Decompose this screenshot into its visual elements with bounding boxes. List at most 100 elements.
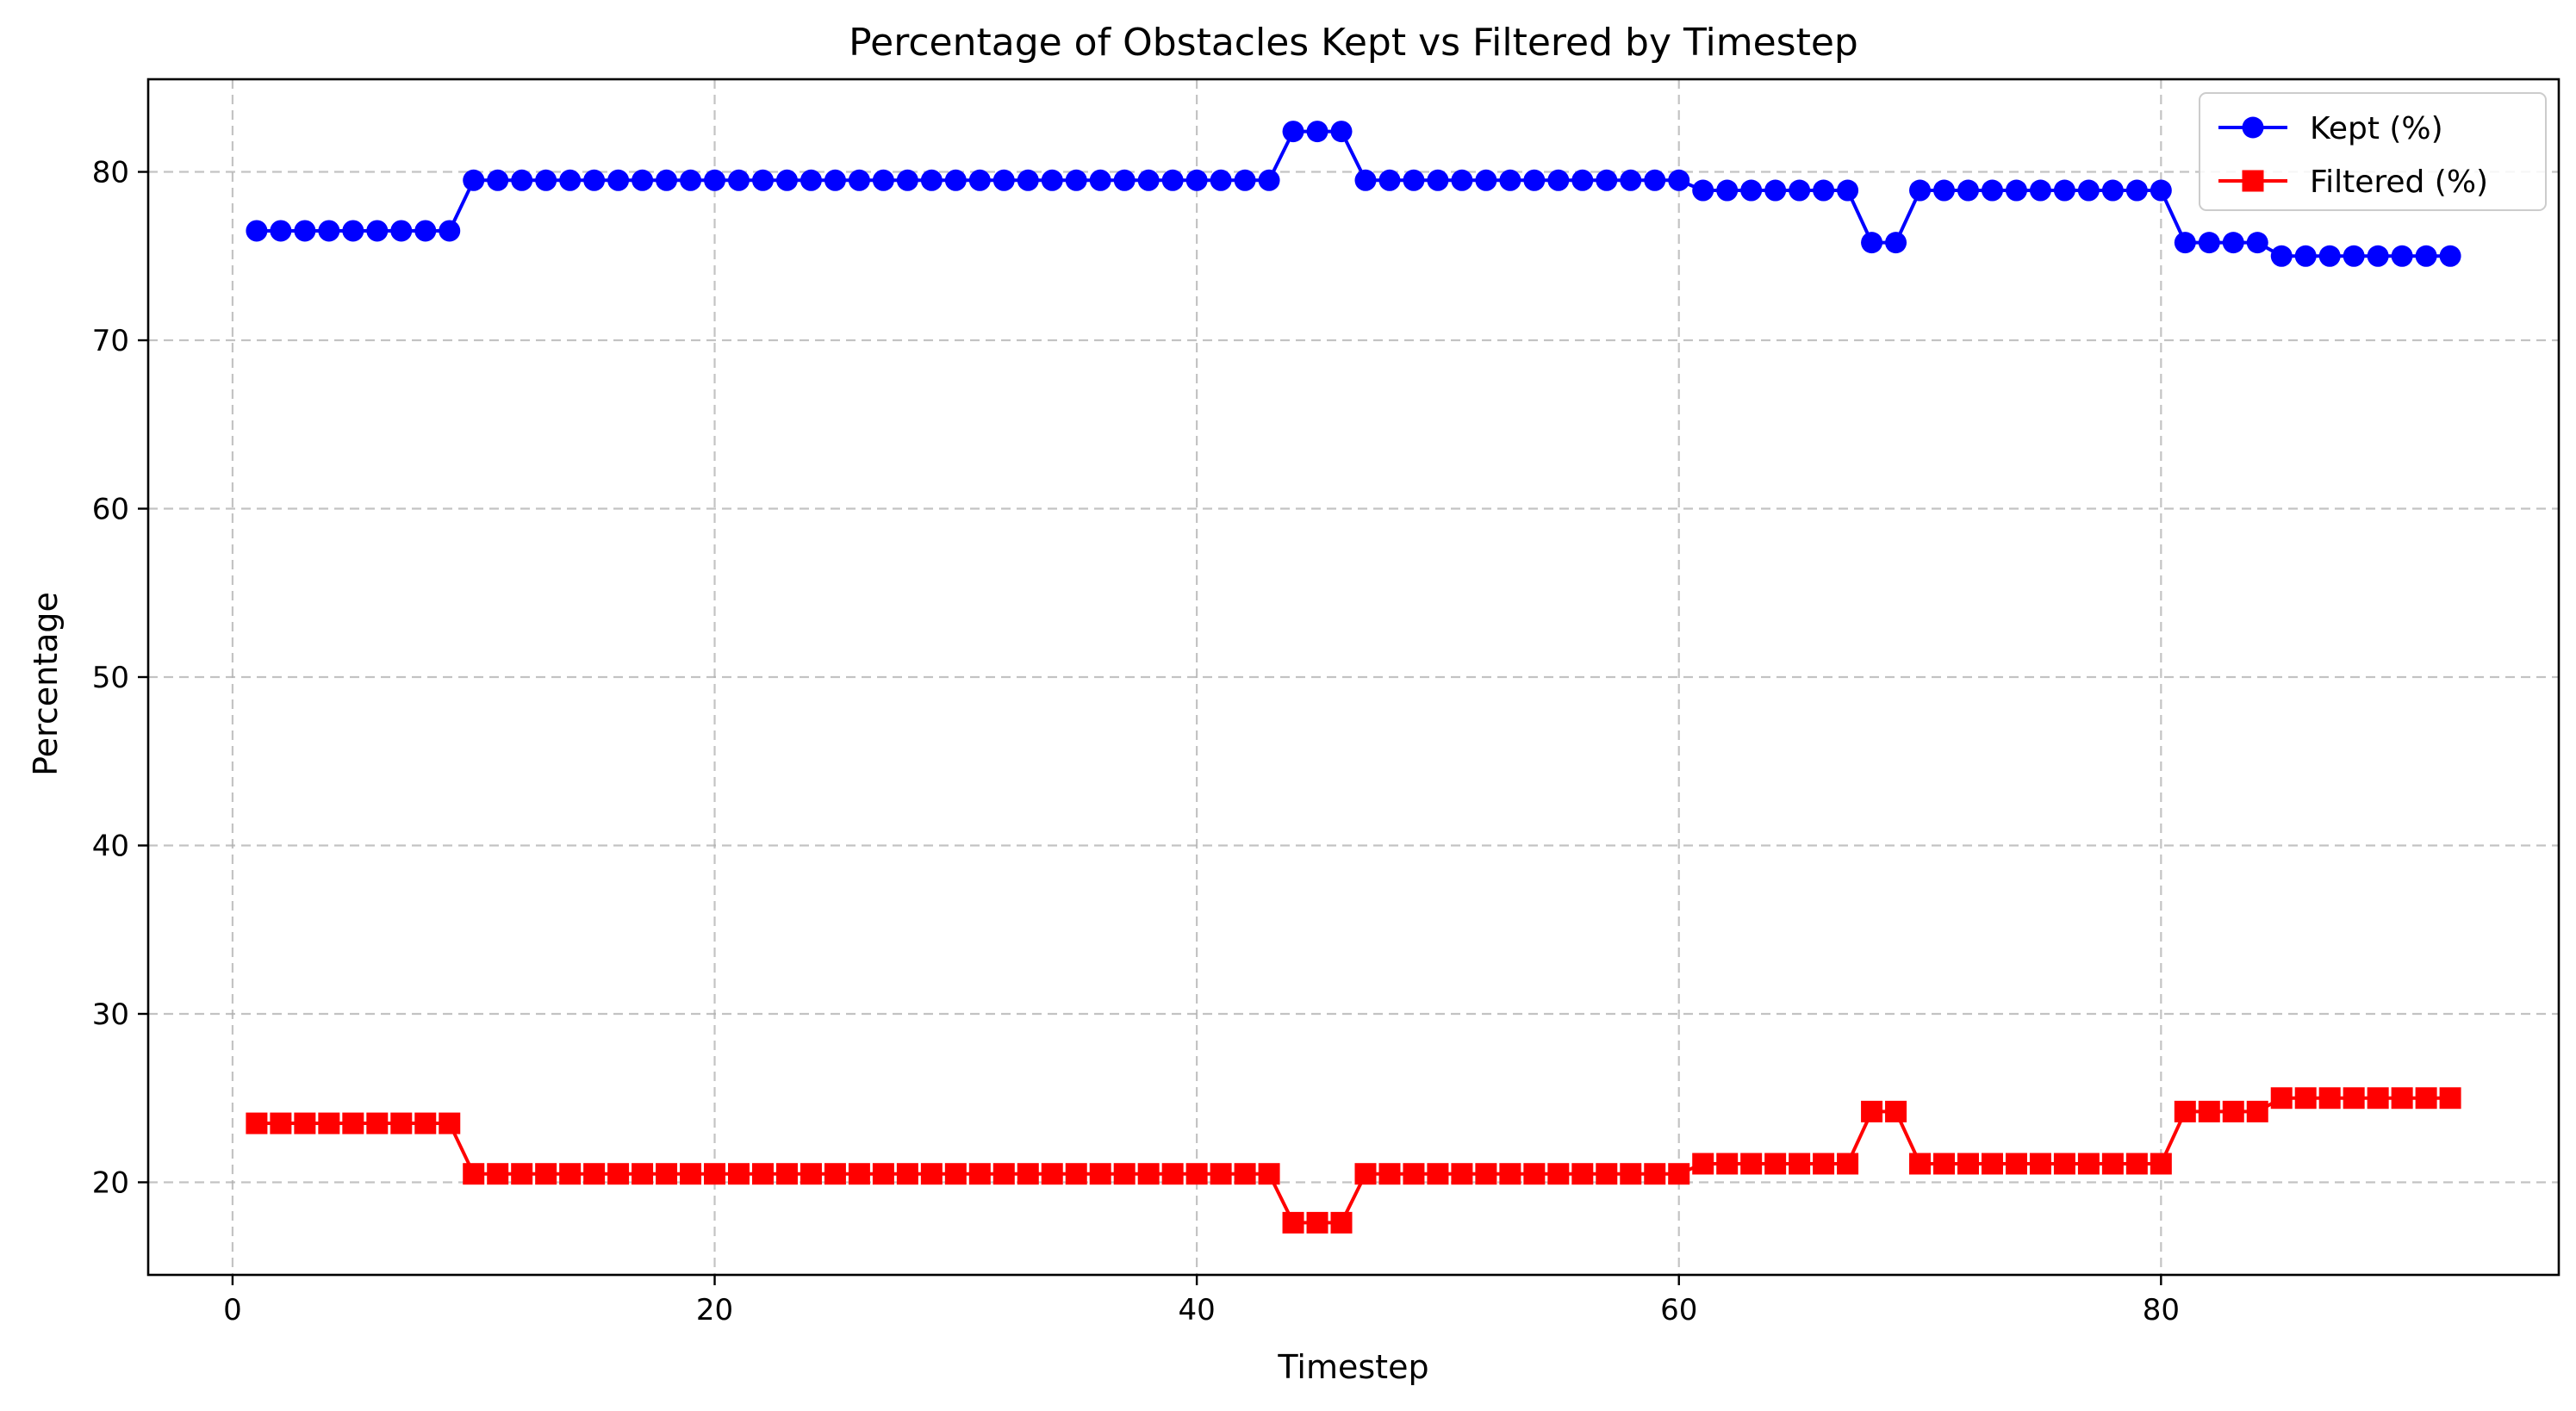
data-point-filtered	[1041, 1163, 1063, 1185]
data-point-filtered	[366, 1112, 389, 1134]
data-point-kept	[1692, 179, 1714, 202]
data-point-kept	[2101, 179, 2124, 202]
data-point-kept	[1065, 169, 1087, 191]
data-point-filtered	[1282, 1211, 1304, 1234]
data-point-filtered	[2391, 1087, 2413, 1110]
data-point-filtered	[1306, 1211, 1328, 1234]
data-point-kept	[632, 169, 654, 191]
data-point-filtered	[414, 1112, 437, 1134]
data-point-filtered	[2343, 1087, 2365, 1110]
data-point-filtered	[751, 1163, 774, 1185]
data-point-filtered	[1764, 1153, 1787, 1175]
data-point-kept	[1041, 169, 1063, 191]
y-tick-label: 30	[92, 998, 129, 1032]
data-point-filtered	[1909, 1153, 1932, 1175]
data-point-filtered	[246, 1112, 268, 1134]
data-point-filtered	[1427, 1163, 1449, 1185]
data-point-kept	[2222, 232, 2244, 254]
data-point-filtered	[775, 1163, 798, 1185]
data-point-filtered	[294, 1112, 316, 1134]
data-point-filtered	[704, 1163, 726, 1185]
data-point-kept	[294, 220, 316, 242]
data-point-kept	[2415, 245, 2437, 267]
data-point-filtered	[1692, 1153, 1714, 1175]
y-tick-label: 80	[92, 156, 129, 190]
data-point-filtered	[1957, 1153, 1979, 1175]
data-point-filtered	[511, 1163, 533, 1185]
data-point-kept	[2270, 245, 2293, 267]
data-point-kept	[1161, 169, 1184, 191]
data-point-filtered	[1861, 1100, 1883, 1122]
data-point-kept	[1451, 169, 1473, 191]
data-point-kept	[1716, 179, 1739, 202]
data-point-kept	[535, 169, 557, 191]
data-point-kept	[2125, 179, 2148, 202]
y-tick-label: 60	[92, 493, 129, 527]
data-point-filtered	[1885, 1100, 1907, 1122]
x-tick-label: 20	[696, 1293, 733, 1327]
data-point-filtered	[2270, 1087, 2293, 1110]
data-point-filtered	[1571, 1163, 1594, 1185]
data-point-kept	[1909, 179, 1932, 202]
data-point-filtered	[342, 1112, 364, 1134]
y-axis-label: Percentage	[27, 592, 65, 776]
data-point-filtered	[2318, 1087, 2341, 1110]
data-point-filtered	[1403, 1163, 1425, 1185]
data-point-filtered	[2198, 1100, 2220, 1122]
data-point-kept	[920, 169, 943, 191]
data-point-kept	[583, 169, 606, 191]
data-point-filtered	[1596, 1163, 1618, 1185]
data-point-kept	[607, 169, 630, 191]
legend-marker-kept	[2242, 116, 2264, 139]
data-point-kept	[2318, 245, 2341, 267]
data-point-filtered	[1113, 1163, 1136, 1185]
legend: Kept (%) Filtered (%)	[2199, 92, 2547, 211]
data-point-filtered	[2174, 1100, 2196, 1122]
data-point-filtered	[1185, 1163, 1208, 1185]
data-point-kept	[1668, 169, 1690, 191]
data-point-kept	[1306, 121, 1328, 143]
x-tick-label: 80	[2143, 1293, 2180, 1327]
data-point-filtered	[2439, 1087, 2461, 1110]
data-point-filtered	[1210, 1163, 1232, 1185]
data-point-filtered	[2005, 1153, 2027, 1175]
legend-item-kept: Kept (%)	[2218, 111, 2443, 146]
data-point-kept	[751, 169, 774, 191]
data-point-filtered	[1933, 1153, 1956, 1175]
data-point-kept	[1620, 169, 1642, 191]
data-point-filtered	[559, 1163, 582, 1185]
data-point-filtered	[2246, 1100, 2268, 1122]
data-point-filtered	[1813, 1153, 1835, 1175]
data-point-filtered	[1137, 1163, 1160, 1185]
legend-label-filtered: Filtered (%)	[2310, 165, 2488, 200]
data-point-kept	[2053, 179, 2075, 202]
data-point-kept	[1475, 169, 1497, 191]
data-point-kept	[1185, 169, 1208, 191]
data-point-kept	[2391, 245, 2413, 267]
data-point-filtered	[2125, 1153, 2148, 1175]
x-tick-label: 60	[1660, 1293, 1697, 1327]
data-point-kept	[390, 220, 413, 242]
data-point-filtered	[1644, 1163, 1666, 1185]
grid-layer	[148, 79, 2559, 1275]
data-point-kept	[1740, 179, 1763, 202]
data-point-kept	[1137, 169, 1160, 191]
y-tick-label: 20	[92, 1165, 129, 1200]
data-point-filtered	[1378, 1163, 1401, 1185]
data-point-filtered	[270, 1112, 292, 1134]
data-point-filtered	[2415, 1087, 2437, 1110]
y-tick-label: 70	[92, 324, 129, 358]
data-point-filtered	[1716, 1153, 1739, 1175]
data-point-kept	[1403, 169, 1425, 191]
data-point-filtered	[1523, 1163, 1546, 1185]
data-point-filtered	[1475, 1163, 1497, 1185]
data-point-filtered	[1837, 1153, 1859, 1175]
data-point-kept	[1813, 179, 1835, 202]
data-point-filtered	[632, 1163, 654, 1185]
data-point-filtered	[800, 1163, 822, 1185]
data-point-kept	[848, 169, 870, 191]
data-point-kept	[2077, 179, 2100, 202]
data-point-kept	[1596, 169, 1618, 191]
data-point-filtered	[1740, 1153, 1763, 1175]
legend-marker-filtered	[2242, 170, 2264, 192]
